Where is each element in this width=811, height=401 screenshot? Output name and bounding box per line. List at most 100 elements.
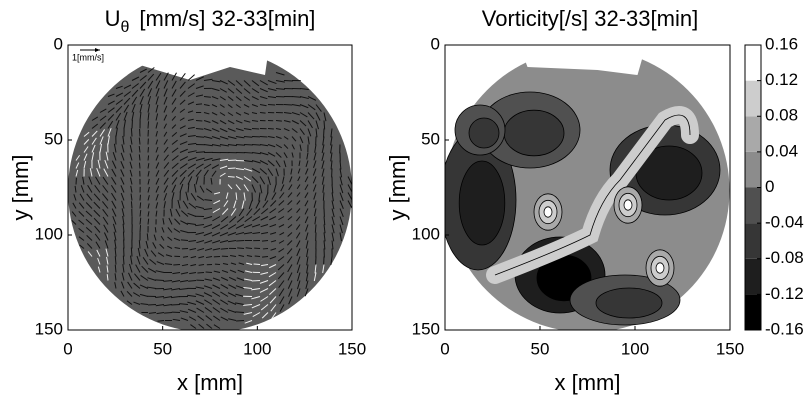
vector [235,168,245,171]
vector [171,162,179,169]
vector [203,136,213,140]
vector [99,136,104,145]
vector [120,160,125,169]
vector [227,80,236,86]
vector [278,216,285,221]
vector [286,256,293,264]
x-tick-label: 100 [243,339,271,358]
vector [251,96,259,101]
vector [278,248,285,253]
contour-region [468,117,500,149]
vector [295,232,301,239]
vector [130,201,133,209]
vector [126,290,133,297]
y-tick-label: 50 [421,129,440,148]
vector [203,232,213,237]
vector [275,136,282,139]
vector [127,281,133,289]
vector [212,208,221,213]
vector [219,136,229,140]
vector [235,302,245,305]
vector [259,80,268,86]
vector [134,273,141,281]
vector [211,224,221,230]
vector [147,211,150,217]
vector [121,144,125,153]
vector [223,200,229,207]
vector [235,311,245,313]
vector [187,222,197,225]
vector [120,281,125,289]
vector [331,224,335,234]
vector [88,176,93,185]
vector [179,148,188,153]
vector [171,72,177,81]
vector [315,120,319,130]
vector [219,120,227,125]
vector [322,136,325,146]
vector [241,200,245,209]
vector [270,248,277,251]
vector [187,163,196,169]
vector [313,208,317,217]
vector [203,208,213,211]
vector [179,81,186,89]
vector [304,176,309,183]
vector [189,248,197,251]
vector [171,155,179,161]
x-tick-label: 150 [716,339,744,358]
vector [286,248,293,255]
vector [259,168,268,175]
vector [298,160,301,167]
vector [287,232,293,237]
vector [331,208,335,218]
vector [144,248,149,257]
vector [227,309,237,313]
vector [121,208,125,217]
colorbar-tick-label: 0.16 [765,34,798,53]
vector [195,163,204,169]
vector [203,120,211,123]
vector [93,201,101,209]
vector [169,208,173,217]
vector [187,301,197,305]
vector [304,216,309,224]
vector [172,272,181,275]
vector [260,304,269,311]
vector [114,239,117,249]
vector [281,176,285,184]
vector [167,245,173,249]
vector [155,154,159,161]
vector [323,120,326,130]
vector [213,192,221,195]
vector [323,232,326,242]
vector [235,192,238,200]
vector [140,303,149,305]
vector [283,144,289,149]
scale-label: 1[mm/s] [72,52,104,62]
vector [120,177,125,185]
vector [115,92,124,97]
vector [163,131,168,137]
vector [163,96,168,105]
missing-region [519,45,647,75]
vector [195,205,205,209]
vector [235,120,243,124]
vector [138,145,141,153]
vector [89,168,93,177]
vector [130,136,133,145]
vector [279,296,285,305]
vector [179,125,186,129]
vector [139,81,147,89]
vector [83,153,88,161]
vector [115,85,123,89]
vector [179,73,186,81]
vector [229,216,237,223]
vector [261,264,269,267]
colorbar-tick-label: -0.04 [765,213,804,232]
vector [128,272,133,281]
vector [102,176,109,185]
vector [278,200,285,206]
vector [120,152,125,161]
vector [155,130,158,137]
